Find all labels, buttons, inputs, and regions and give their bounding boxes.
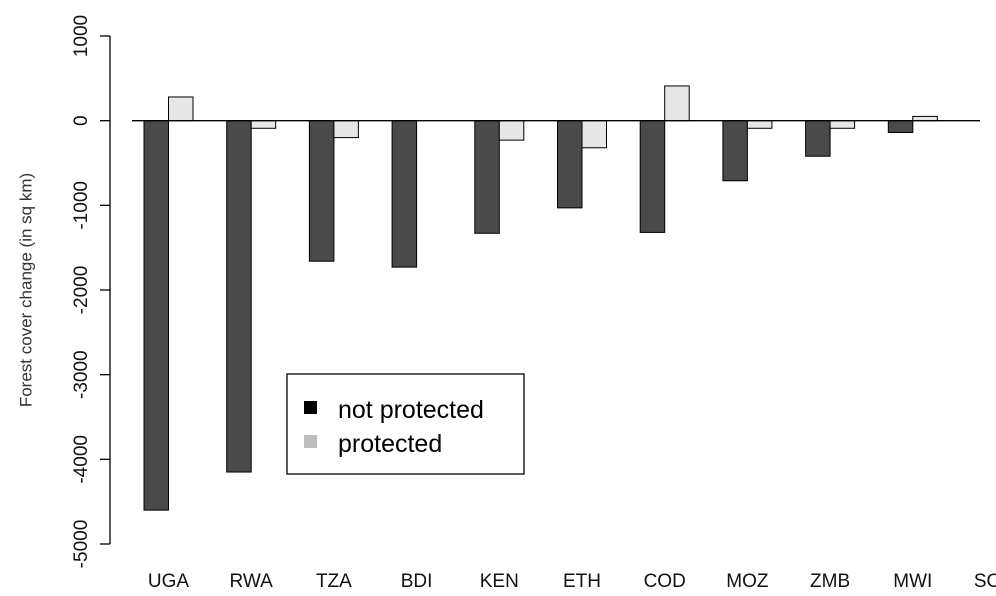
legend-label-not-protected: not protected xyxy=(338,396,484,424)
bar-cod-protected xyxy=(664,85,690,122)
x-tick-label: MOZ xyxy=(726,571,769,592)
bar-moz-not-protected xyxy=(722,120,748,182)
bar-mwi-not-protected xyxy=(887,120,914,134)
x-tick-label: COD xyxy=(644,571,686,592)
y-tick-label: -4000 xyxy=(71,435,92,484)
x-axis-labels: UGARWATZABDIKENETHCODMOZZMBMWISOMSDN xyxy=(148,571,996,592)
x-tick-label: ZMB xyxy=(810,571,850,592)
legend-label-protected: protected xyxy=(338,430,442,458)
bar-rwa-not-protected xyxy=(226,120,252,473)
x-tick-label: UGA xyxy=(148,571,190,592)
bar-uga-protected xyxy=(168,96,194,122)
y-tick-label: -5000 xyxy=(71,520,92,569)
bar-tza-protected xyxy=(333,120,359,139)
x-tick-label: TZA xyxy=(316,571,352,592)
bar-eth-protected xyxy=(581,120,607,149)
y-axis: 1000 0 -1000 -2000 -3000 -4000 -5000 xyxy=(71,15,111,569)
bar-zmb-not-protected xyxy=(805,120,831,157)
bar-moz-protected xyxy=(746,120,773,129)
x-tick-label: MWI xyxy=(893,571,932,592)
y-tick-label: -3000 xyxy=(71,350,92,399)
y-tick-label: -1000 xyxy=(71,181,92,230)
x-tick-label: RWA xyxy=(230,571,274,592)
bar-ken-not-protected xyxy=(474,120,500,234)
y-axis-title: Forest cover change (in sq km) xyxy=(16,173,35,407)
bar-cod-not-protected xyxy=(639,120,666,233)
bar-bdi-not-protected xyxy=(391,120,418,268)
x-tick-label: ETH xyxy=(563,571,601,592)
legend: not protected protected xyxy=(286,373,525,475)
bar-zmb-protected xyxy=(829,120,856,129)
bar-eth-not-protected xyxy=(557,120,583,209)
legend-swatch-not-protected xyxy=(304,401,317,414)
legend-swatch-protected xyxy=(304,435,317,448)
y-tick-label: -2000 xyxy=(71,266,92,315)
bars-layer xyxy=(143,85,938,511)
legend-box xyxy=(286,373,525,475)
bar-rwa-protected xyxy=(250,120,277,129)
x-tick-label: KEN xyxy=(480,571,519,592)
x-tick-label: BDI xyxy=(401,571,433,592)
x-tick-label: SOM xyxy=(974,571,996,592)
bar-uga-not-protected xyxy=(143,120,169,511)
bar-ken-protected xyxy=(498,120,525,141)
bar-tza-not-protected xyxy=(308,120,335,262)
y-tick-label: 1000 xyxy=(71,15,92,57)
y-tick-label: 0 xyxy=(71,115,92,126)
